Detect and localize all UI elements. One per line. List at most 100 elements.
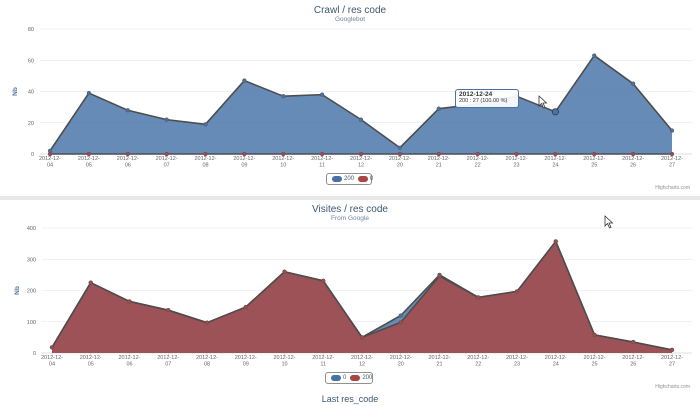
data-point (553, 151, 558, 157)
y-tick-label: 300 (27, 257, 36, 263)
x-tick-label: 2012-12-23 (506, 355, 528, 368)
x-tick-label: 2012-12-24 (544, 156, 566, 169)
data-point (203, 151, 208, 157)
x-tick-label: 2012-12-25 (583, 156, 605, 169)
x-tick-label: 2012-12-05 (78, 156, 100, 169)
chart-tooltip: 2012-12-24 200 : 27 (100.00 %) (455, 89, 519, 108)
x-tick-label: 2012-12-06 (117, 156, 139, 169)
chart-title: Crawl / res code (313, 5, 387, 16)
section-title-last-res-code: Last res_code (321, 394, 379, 404)
data-point (88, 280, 93, 285)
x-tick-label: 2012-12-24 (545, 355, 567, 368)
x-tick-label: 2012-12-23 (505, 156, 527, 169)
chart-subtitle: From Google (331, 215, 369, 222)
credits-link[interactable]: Highcharts.com (655, 384, 690, 390)
x-tick-label: 2012-12-22 (467, 156, 489, 169)
data-point (592, 53, 597, 58)
x-tick-label: 2012-12-27 (661, 355, 683, 368)
data-point (319, 92, 325, 97)
y-tick-label: 0 (31, 152, 34, 158)
y-tick-label: 0 (33, 351, 36, 357)
x-tick-label: 2012-12-25 (583, 355, 605, 368)
x-tick-label: 2012-12-08 (196, 355, 218, 368)
x-tick-label: 2012-12-26 (622, 355, 644, 368)
data-point (242, 78, 247, 83)
legend-item-0[interactable]: 0 (358, 176, 373, 182)
data-point (476, 295, 481, 300)
y-tick-label: 200 (27, 289, 36, 295)
data-point (592, 151, 597, 157)
data-point (358, 151, 364, 157)
data-point (397, 151, 403, 157)
x-tick-label: 2012-12-06 (118, 355, 140, 368)
legend-swatch-0 (331, 375, 341, 381)
x-tick-label: 2012-12-12 (350, 156, 372, 169)
x-tick-label: 2012-12-04 (41, 355, 63, 368)
credits-link[interactable]: Highcharts.com (655, 185, 690, 191)
x-tick-label: 2012-12-09 (233, 156, 255, 169)
data-point (127, 299, 132, 304)
legend-swatch-200 (350, 375, 361, 381)
x-tick-label: 2012-12-10 (272, 156, 294, 169)
tooltip-date: 2012-12-24 (459, 91, 493, 98)
data-point (397, 145, 403, 150)
chart-legend: 200 0 (326, 173, 373, 185)
data-point (436, 106, 441, 111)
data-point (125, 151, 130, 157)
data-point (436, 151, 441, 157)
data-point (86, 90, 92, 96)
y-axis-label: Nb (12, 87, 19, 96)
x-tick-label: 2012-12-22 (467, 355, 489, 368)
data-point (398, 320, 403, 325)
chart-panel-crawl: Crawl / res code Googlebot 0 20 40 60 80 Nb 20… (0, 0, 700, 196)
chart-panel-visits: Visites / res code From Google 0 100 200 30… (0, 200, 700, 390)
y-tick-label: 80 (28, 27, 34, 33)
data-point (514, 151, 519, 157)
y-tick-label: 400 (27, 226, 36, 232)
data-point (514, 289, 520, 294)
data-point (281, 151, 286, 157)
legend-label: 0 (370, 176, 374, 182)
x-tick-label: 2012-12-05 (80, 355, 102, 368)
chart-plot-visits[interactable]: 0 100 200 300 400 Nb 2012-12-04 2012-12-05 2012-… (0, 200, 700, 383)
legend-item-200[interactable]: 200 (350, 375, 372, 381)
data-point (204, 320, 210, 325)
x-tick-label: 2012-12-26 (622, 156, 644, 169)
legend-item-0[interactable]: 0 (331, 375, 346, 381)
data-point (630, 81, 636, 86)
data-point (242, 151, 247, 157)
x-tick-label: 2012-12-27 (661, 156, 683, 169)
data-point (398, 313, 403, 318)
chart-plot-crawl[interactable]: 0 20 40 60 80 Nb 2012-12-04 2012-12-05 2012-12-0… (0, 0, 700, 196)
data-point (166, 308, 171, 313)
legend-label: 0 (343, 375, 347, 381)
data-point (359, 335, 365, 340)
tooltip-value: 200 : 27 (100.00 %) (459, 98, 508, 104)
data-point (281, 94, 286, 99)
legend-item-200[interactable]: 200 (332, 176, 354, 182)
data-point (164, 151, 169, 157)
data-point (203, 122, 208, 127)
legend-swatch-0 (358, 176, 369, 182)
x-tick-label: 2012-12-20 (390, 355, 412, 368)
data-point (243, 304, 248, 310)
y-tick-label: 100 (27, 320, 36, 326)
data-point (630, 151, 636, 157)
legend-label: 200 (362, 375, 373, 381)
data-point (282, 269, 287, 274)
data-point (125, 108, 130, 113)
x-tick-label: 2012-12-20 (389, 156, 411, 169)
y-tick-label: 60 (28, 58, 34, 64)
x-tick-label: 2012-12-12 (351, 355, 373, 368)
chart-subtitle: Googlebot (335, 16, 365, 23)
data-point (669, 151, 675, 157)
x-tick-label: 2012-12-07 (157, 355, 179, 368)
x-tick-label: 2012-12-08 (194, 156, 216, 169)
x-tick-label: 2012-12-11 (312, 355, 334, 368)
data-point (437, 273, 442, 279)
data-point (358, 117, 364, 122)
y-tick-label: 20 (28, 121, 34, 127)
x-tick-label: 2012-12-10 (273, 355, 295, 368)
data-point (49, 345, 55, 350)
data-point (86, 151, 92, 157)
